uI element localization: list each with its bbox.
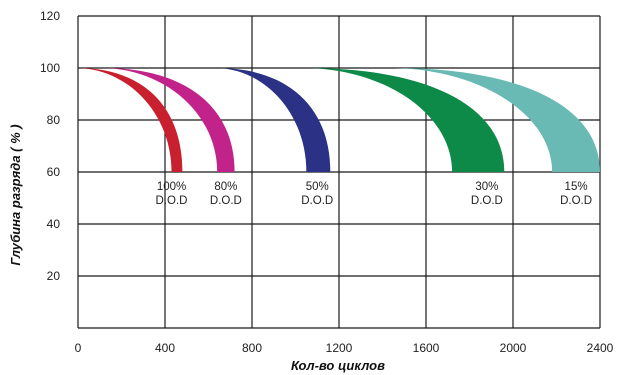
x-tick-label: 2400 (587, 341, 614, 355)
dod-band (78, 68, 183, 172)
y-tick-label: 80 (47, 113, 61, 127)
dod-bands (78, 68, 600, 172)
x-axis-title: Кол-во циклов (291, 358, 385, 373)
dod-labels: 100% D.O.D 80% D.O.D 50% D.O.D 30% D.O.D 15% D.O.… (156, 181, 593, 207)
dod-percent-label: 80% (214, 181, 237, 193)
y-tick-label: 40 (47, 217, 61, 231)
x-tick-labels: 0 400 800 1200 1600 2000 2400 (75, 341, 614, 355)
y-tick-label: 120 (40, 9, 60, 23)
dod-suffix-label: D.O.D (210, 195, 242, 207)
x-tick-label: 400 (155, 341, 175, 355)
dod-band (104, 68, 235, 172)
x-tick-label: 1600 (413, 341, 440, 355)
dod-suffix-label: D.O.D (560, 195, 592, 207)
dod-percent-label: 30% (475, 181, 498, 193)
y-tick-label: 100 (40, 61, 60, 75)
dod-suffix-label: D.O.D (301, 195, 333, 207)
dod-percent-label: 15% (565, 181, 588, 193)
dod-band (217, 68, 331, 172)
x-tick-label: 1200 (326, 341, 353, 355)
dod-suffix-label: D.O.D (156, 195, 188, 207)
x-tick-label: 2000 (500, 341, 527, 355)
dod-percent-label: 50% (306, 181, 329, 193)
y-tick-label: 20 (47, 269, 61, 283)
grid (77, 15, 601, 329)
y-tick-label: 60 (47, 165, 61, 179)
dod-band (306, 68, 505, 172)
dod-suffix-label: D.O.D (471, 195, 503, 207)
x-tick-label: 800 (242, 341, 262, 355)
dod-percent-label: 100% (157, 181, 186, 193)
x-tick-label: 0 (75, 341, 82, 355)
dod-band (393, 68, 600, 172)
y-tick-labels: 20 40 60 80 100 120 (40, 9, 60, 283)
y-axis-title: Глубина разряда ( % ) (8, 124, 23, 265)
